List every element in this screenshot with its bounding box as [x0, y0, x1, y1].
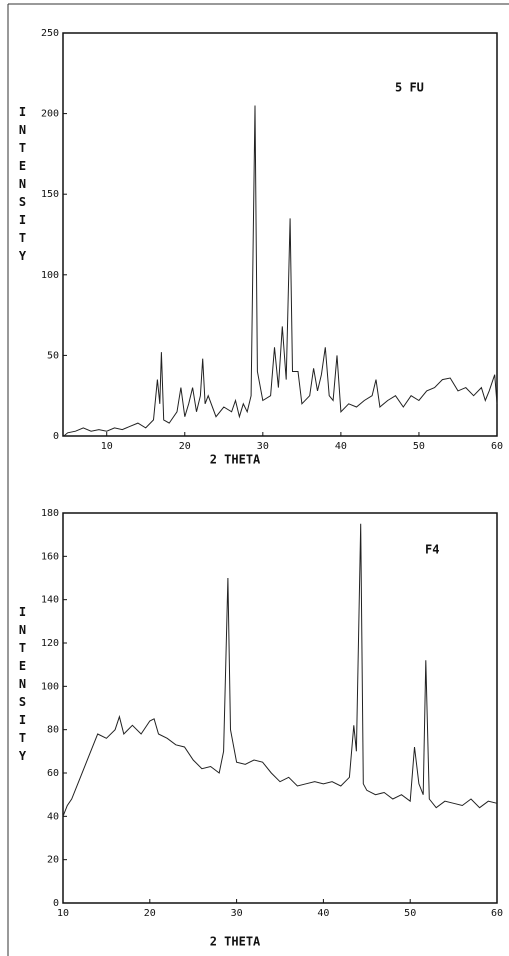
y-axis-label: INTENSITY: [16, 105, 30, 267]
plot-frame: [62, 512, 498, 904]
x-tick-label: 20: [144, 908, 156, 919]
x-axis-label: 2 THETA: [210, 935, 261, 949]
x-tick-label: 10: [57, 908, 69, 919]
y-tick-label: 140: [41, 595, 59, 606]
y-tick-label: 150: [41, 189, 59, 200]
x-tick-label: 10: [101, 441, 113, 452]
y-tick-label: 0: [53, 431, 59, 442]
y-axis-label: INTENSITY: [16, 605, 30, 767]
y-tick-label: 250: [41, 28, 59, 39]
y-tick-label: 50: [47, 350, 59, 361]
x-tick-label: 30: [257, 441, 269, 452]
data-line: [63, 105, 498, 437]
x-tick-label: 60: [491, 908, 503, 919]
annotation: 5 FU: [395, 81, 424, 95]
x-tick-label: 50: [413, 441, 425, 452]
y-tick-label: 80: [47, 725, 59, 736]
y-tick-label: 20: [47, 855, 59, 866]
y-tick-label: 100: [41, 681, 59, 692]
y-tick-label: 180: [41, 508, 59, 519]
x-tick-label: 40: [317, 908, 329, 919]
y-tick-label: 120: [41, 638, 59, 649]
x-tick-label: 40: [335, 441, 347, 452]
y-tick-label: 160: [41, 551, 59, 562]
x-tick-label: 60: [491, 441, 503, 452]
y-tick-label: 200: [41, 109, 59, 120]
y-tick-label: 0: [53, 898, 59, 909]
y-tick-label: 40: [47, 811, 59, 822]
annotation: F4: [425, 543, 439, 557]
x-tick-label: 20: [179, 441, 191, 452]
y-tick-label: 60: [47, 768, 59, 779]
y-tick-label: 100: [41, 270, 59, 281]
plot-frame: [62, 32, 498, 437]
x-axis-label: 2 THETA: [210, 453, 261, 467]
x-tick-label: 50: [404, 908, 416, 919]
x-tick-label: 30: [231, 908, 243, 919]
data-line: [62, 523, 498, 817]
